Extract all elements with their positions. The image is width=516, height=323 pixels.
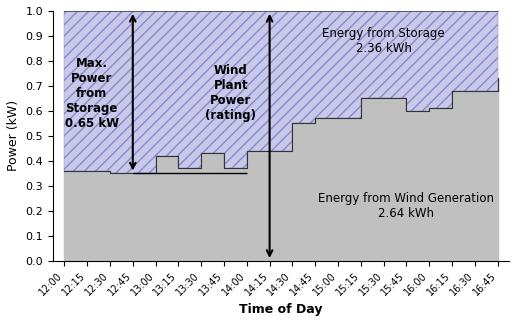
Text: Wind
Plant
Power
(rating): Wind Plant Power (rating): [205, 64, 256, 122]
Y-axis label: Power (kW): Power (kW): [7, 100, 20, 172]
Text: Energy from Wind Generation
2.64 kWh: Energy from Wind Generation 2.64 kWh: [318, 192, 494, 220]
Text: Max.
Power
from
Storage
0.65 kW: Max. Power from Storage 0.65 kW: [64, 57, 119, 130]
Text: Energy from Storage
2.36 kWh: Energy from Storage 2.36 kWh: [322, 27, 445, 55]
X-axis label: Time of Day: Time of Day: [239, 303, 323, 316]
